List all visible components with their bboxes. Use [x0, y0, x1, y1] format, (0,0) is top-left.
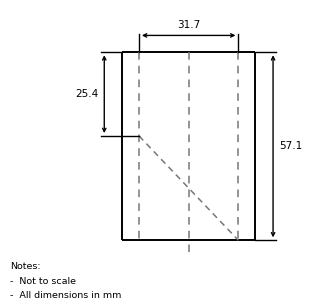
Text: -  Not to scale: - Not to scale	[10, 277, 76, 286]
Text: Notes:: Notes:	[10, 262, 41, 271]
Text: 25.4: 25.4	[75, 89, 98, 99]
Text: 31.7: 31.7	[177, 20, 200, 30]
Text: 57.1: 57.1	[279, 141, 302, 151]
Text: -  All dimensions in mm: - All dimensions in mm	[10, 291, 121, 300]
